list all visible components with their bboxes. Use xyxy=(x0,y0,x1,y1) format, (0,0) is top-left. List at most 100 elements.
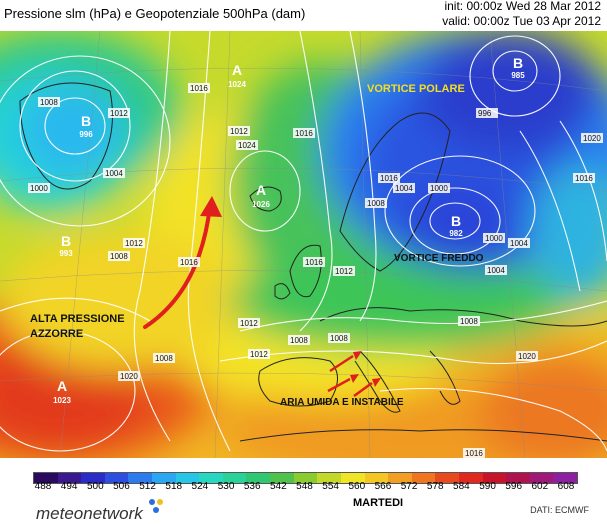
colorbar-tick-label: 548 xyxy=(296,481,313,492)
colorbar-swatch xyxy=(482,473,507,483)
colorbar-tick-label: 524 xyxy=(191,481,209,492)
low-center-value: 993 xyxy=(59,249,73,258)
isobar-label: 1012 xyxy=(125,239,143,248)
isobar-label: 1008 xyxy=(330,334,348,343)
isobar-label: 1012 xyxy=(230,127,248,136)
colorbar-tick-label: 584 xyxy=(453,481,470,492)
map-title: Pressione slm (hPa) e Geopotenziale 500h… xyxy=(4,6,306,21)
colorbar-tick-label: 542 xyxy=(270,481,287,492)
isobar-label: 1012 xyxy=(240,319,258,328)
colorbar-tick-label: 572 xyxy=(400,481,418,492)
colorbar-swatch xyxy=(458,473,483,483)
low-center-value: 985 xyxy=(511,71,525,80)
colorbar-tick-label: 500 xyxy=(86,481,104,492)
colorbar-swatch xyxy=(246,473,271,483)
high-center-value: 1023 xyxy=(53,396,71,405)
label-aria-umida: ARIA UMIDA E INSTABILE xyxy=(280,397,404,408)
isobar-label: 1008 xyxy=(460,317,478,326)
colorbar-tick-label: 608 xyxy=(557,481,575,492)
isobar-label: 1016 xyxy=(575,174,593,183)
colorbar-tick-label: 578 xyxy=(426,481,444,492)
isobar-label: 1016 xyxy=(295,129,313,138)
isobar-label: 1020 xyxy=(583,134,601,143)
label-vortice-freddo: VORTICE FREDDO xyxy=(394,253,484,264)
logo-text: meteonetwork xyxy=(36,504,143,523)
logo-dots-icon xyxy=(149,499,163,513)
colorbar-swatch xyxy=(340,473,365,483)
weather-map: VORTICE POLARE VORTICE FREDDO ALTA PRESS… xyxy=(0,31,607,458)
isobar-label: 1004 xyxy=(395,184,413,193)
label-azzorre: AZZORRE xyxy=(30,328,83,340)
colorbar-swatch xyxy=(364,473,389,483)
colorbar-swatch xyxy=(175,473,200,483)
init-time: init: 00:00z Wed 28 Mar 2012 xyxy=(444,0,601,13)
colorbar-swatch xyxy=(199,473,223,483)
colorbar-tick-label: 536 xyxy=(243,481,261,492)
high-center-letter: A xyxy=(256,182,266,198)
colorbar-ticks: 488 494 500 506 512 518 524 530 536 542 548 554 560 5… xyxy=(33,481,576,495)
isobar-label: 1008 xyxy=(40,98,58,107)
isobar-label: 1016 xyxy=(180,258,198,267)
low-center-letter: B xyxy=(61,233,71,249)
high-center-letter: A xyxy=(57,378,67,394)
colorbar-tick-label: 530 xyxy=(217,481,235,492)
isobar-label: 1012 xyxy=(250,350,268,359)
high-center-value: 1026 xyxy=(252,200,270,209)
run-info: init: 00:00z Wed 28 Mar 2012 valid: 00:0… xyxy=(442,0,601,29)
colorbar-swatch xyxy=(222,473,247,483)
isobar-label: 1016 xyxy=(190,84,208,93)
isobar-label: 1020 xyxy=(518,352,536,361)
colorbar-swatch xyxy=(317,473,341,483)
low-center-letter: B xyxy=(451,213,461,229)
isobar-label: 1012 xyxy=(110,109,128,118)
isobar-label: 1008 xyxy=(290,336,308,345)
colorbar-tick-label: 560 xyxy=(348,481,366,492)
colorbar-swatch xyxy=(81,473,105,483)
colorbar-tick-label: 494 xyxy=(60,481,78,492)
colorbar-swatch xyxy=(57,473,82,483)
colorbar-swatch xyxy=(411,473,436,483)
isobar-label: 1016 xyxy=(305,258,323,267)
isobar-label: 1000 xyxy=(430,184,448,193)
colorbar-tick-label: 602 xyxy=(531,481,549,492)
colorbar-swatch xyxy=(270,473,294,483)
colorbar-tick-label: 590 xyxy=(479,481,496,492)
isobar-label: 1024 xyxy=(238,141,256,150)
colorbar-tick-label: 596 xyxy=(505,481,523,492)
isobar-label: 1016 xyxy=(465,449,483,458)
isobar-label: 1004 xyxy=(105,169,123,178)
colorbar-swatch xyxy=(293,473,318,483)
colorbar-tick-label: 488 xyxy=(34,481,52,492)
label-vortice-polare: VORTICE POLARE xyxy=(367,83,465,95)
isobar-label: 1008 xyxy=(155,354,173,363)
colorbar-swatch xyxy=(152,473,176,483)
colorbar-swatch xyxy=(34,473,58,483)
colorbar xyxy=(33,472,578,484)
colorbar-tick-label: 554 xyxy=(322,481,339,492)
colorbar-swatch xyxy=(553,473,578,483)
isobar-label: 1004 xyxy=(510,239,528,248)
isobar-label: 1008 xyxy=(110,252,128,261)
isobar-label: 1000 xyxy=(485,234,503,243)
isobar-label: 1000 xyxy=(30,184,48,193)
low-center-value: 996 xyxy=(79,130,93,139)
low-center-letter: B xyxy=(513,55,523,71)
colorbar-tick-label: 566 xyxy=(374,481,392,492)
label-alta-pressione: ALTA PRESSIONE xyxy=(30,313,125,325)
colorbar-swatch xyxy=(435,473,459,483)
colorbar-tick-label: 512 xyxy=(139,481,156,492)
colorbar-swatch xyxy=(506,473,530,483)
isobar-label: 1008 xyxy=(367,199,385,208)
low-center-value: 982 xyxy=(449,229,463,238)
day-label: MARTEDI xyxy=(353,497,404,509)
colorbar-swatch xyxy=(388,473,412,483)
colorbar-swatch xyxy=(128,473,153,483)
low-center-letter: B xyxy=(81,113,91,129)
colorbar-tick-label: 518 xyxy=(165,481,183,492)
data-source: DATI: ECMWF xyxy=(530,505,589,515)
isobar-label: 1020 xyxy=(120,372,138,381)
colorbar-swatch xyxy=(529,473,554,483)
isobar-label: 1012 xyxy=(335,267,353,276)
high-center-value: 1024 xyxy=(228,80,246,89)
isobar-label: 1004 xyxy=(487,266,505,275)
